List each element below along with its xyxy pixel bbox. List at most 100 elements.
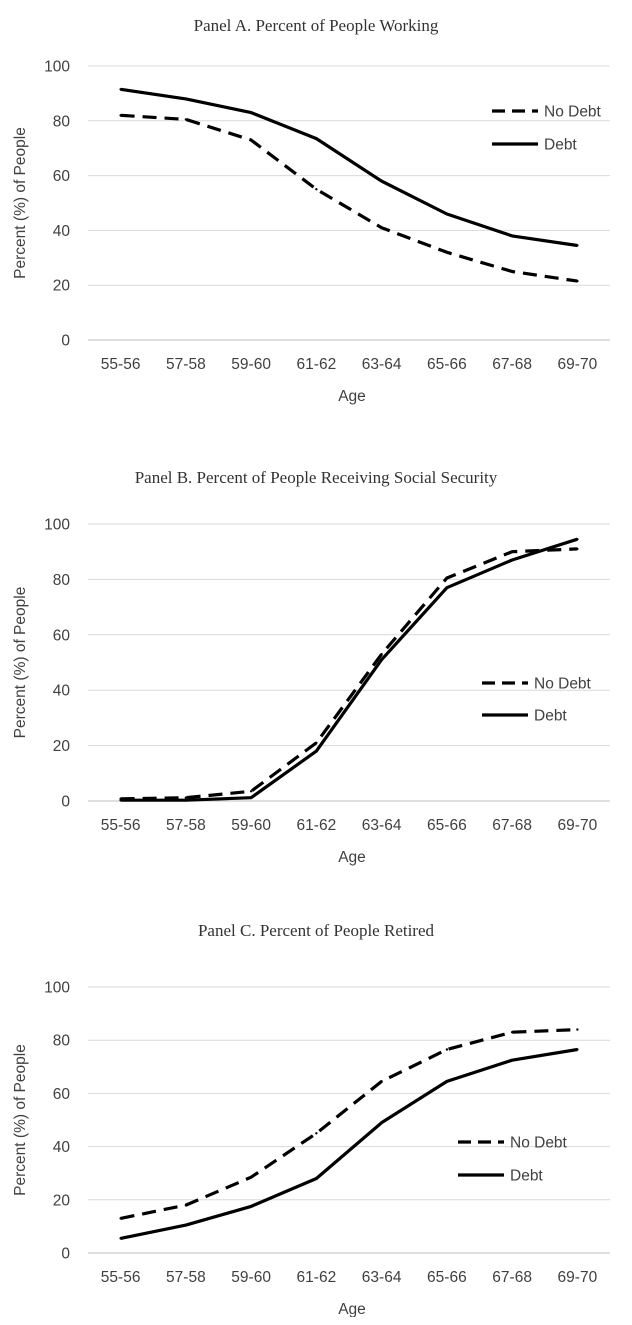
x-tick-label: 63-64 (362, 356, 402, 373)
data-point-no-debt (184, 796, 188, 799)
data-point-no-debt (445, 1048, 449, 1051)
y-tick-label: 20 (53, 1192, 71, 1209)
panel-a: Panel A. Percent of People Working 0 20 40 6… (0, 0, 632, 420)
x-tick-label: 67-68 (492, 817, 532, 834)
y-tick-label: 100 (44, 59, 70, 76)
data-point-no-debt (315, 1132, 318, 1135)
x-tick-label: 69-70 (558, 1269, 598, 1286)
legend-label-no-debt: No Debt (510, 1135, 568, 1152)
data-point-debt (184, 798, 188, 802)
data-point-debt (510, 234, 514, 238)
data-point-debt (315, 1177, 318, 1180)
legend-label-no-debt: No Debt (534, 676, 592, 693)
x-tick-label: 59-60 (231, 356, 271, 373)
chart-title: Panel B. Percent of People Receiving Soc… (135, 468, 498, 487)
y-tick-label: 100 (44, 517, 70, 534)
y-axis-label: Percent (%) of People (12, 127, 29, 279)
y-tick-label: 20 (53, 278, 71, 295)
x-tick-label: 55-56 (101, 1269, 141, 1286)
x-tick-label: 59-60 (231, 1269, 271, 1286)
x-tick-label: 57-58 (166, 1269, 206, 1286)
data-point-debt (249, 111, 253, 114)
data-point-no-debt (510, 550, 514, 553)
data-point-debt (445, 212, 449, 216)
data-point-no-debt (380, 1080, 383, 1083)
data-point-debt (510, 1058, 514, 1062)
legend-label-debt: Debt (544, 137, 577, 154)
legend-label-debt: Debt (534, 708, 567, 725)
data-point-debt (119, 88, 122, 91)
y-tick-label: 20 (53, 738, 71, 755)
data-point-no-debt (119, 1217, 122, 1220)
data-point-no-debt (576, 1028, 579, 1031)
data-point-debt (249, 796, 253, 799)
data-point-no-debt (380, 226, 383, 229)
x-tick-label: 57-58 (166, 356, 206, 373)
data-point-debt (445, 586, 449, 589)
data-point-debt (510, 558, 514, 562)
series-line-debt (120, 1047, 578, 1240)
x-tick-label: 67-68 (492, 1269, 532, 1286)
data-point-debt (445, 1080, 449, 1083)
y-tick-label: 0 (61, 1246, 70, 1263)
y-tick-label: 40 (53, 1139, 71, 1156)
series-line-no-debt (120, 1028, 578, 1220)
series-line-no-debt (120, 113, 578, 283)
x-tick-label: 65-66 (427, 1269, 467, 1286)
panel-c-chart: Panel C. Percent of People Retired 0 20 40 6… (12, 921, 610, 1317)
series-line-debt (120, 537, 578, 802)
panel-c: Panel C. Percent of People Retired 0 20 40 6… (0, 905, 632, 1325)
y-tick-label: 60 (53, 1086, 71, 1103)
chart-title: Panel C. Percent of People Retired (198, 921, 435, 940)
data-point-debt (315, 137, 318, 140)
y-tick-label: 40 (53, 223, 71, 240)
data-point-debt (380, 179, 383, 183)
data-point-debt (576, 1048, 579, 1051)
x-tick-label: 55-56 (101, 356, 141, 373)
legend-label-no-debt: No Debt (544, 104, 602, 121)
y-tick-label: 60 (53, 168, 71, 185)
data-point-no-debt (445, 251, 449, 254)
data-point-debt (315, 749, 318, 753)
x-tick-label: 61-62 (297, 1269, 337, 1286)
x-axis-label: Age (338, 849, 366, 866)
y-tick-label: 100 (44, 980, 70, 997)
y-tick-label: 0 (61, 794, 70, 811)
x-tick-label: 65-66 (427, 817, 467, 834)
data-point-debt (576, 244, 579, 247)
y-tick-label: 40 (53, 683, 71, 700)
series-line-debt (120, 87, 578, 248)
data-point-no-debt (184, 118, 188, 121)
x-axis-label: Age (338, 388, 366, 405)
x-tick-label: 67-68 (492, 356, 532, 373)
y-tick-label: 0 (61, 333, 70, 350)
x-tick-label: 59-60 (231, 817, 271, 834)
x-tick-label: 61-62 (297, 356, 337, 373)
x-tick-label: 57-58 (166, 817, 206, 834)
data-point-debt (380, 658, 383, 661)
data-point-no-debt (184, 1203, 188, 1207)
data-point-no-debt (119, 114, 122, 117)
data-point-no-debt (315, 741, 318, 745)
data-point-no-debt (249, 790, 253, 793)
data-point-no-debt (380, 652, 383, 656)
panel-b-chart: Panel B. Percent of People Receiving Soc… (12, 468, 610, 866)
data-point-no-debt (510, 1031, 514, 1034)
data-point-no-debt (315, 188, 318, 191)
x-tick-label: 65-66 (427, 356, 467, 373)
data-point-debt (184, 97, 188, 101)
data-point-debt (576, 538, 579, 541)
y-axis-label: Percent (%) of People (12, 587, 29, 739)
data-point-no-debt (576, 279, 579, 283)
x-tick-label: 61-62 (297, 817, 337, 834)
x-tick-label: 69-70 (558, 817, 598, 834)
x-tick-label: 63-64 (362, 817, 402, 834)
x-tick-label: 63-64 (362, 1269, 402, 1286)
data-point-debt (119, 798, 122, 802)
data-point-no-debt (445, 576, 449, 580)
y-tick-label: 80 (53, 572, 71, 589)
y-tick-label: 60 (53, 627, 71, 644)
data-point-no-debt (510, 270, 514, 273)
legend-label-debt: Debt (510, 1168, 543, 1185)
panel-a-chart: Panel A. Percent of People Working 0 20 40 6… (12, 16, 610, 405)
